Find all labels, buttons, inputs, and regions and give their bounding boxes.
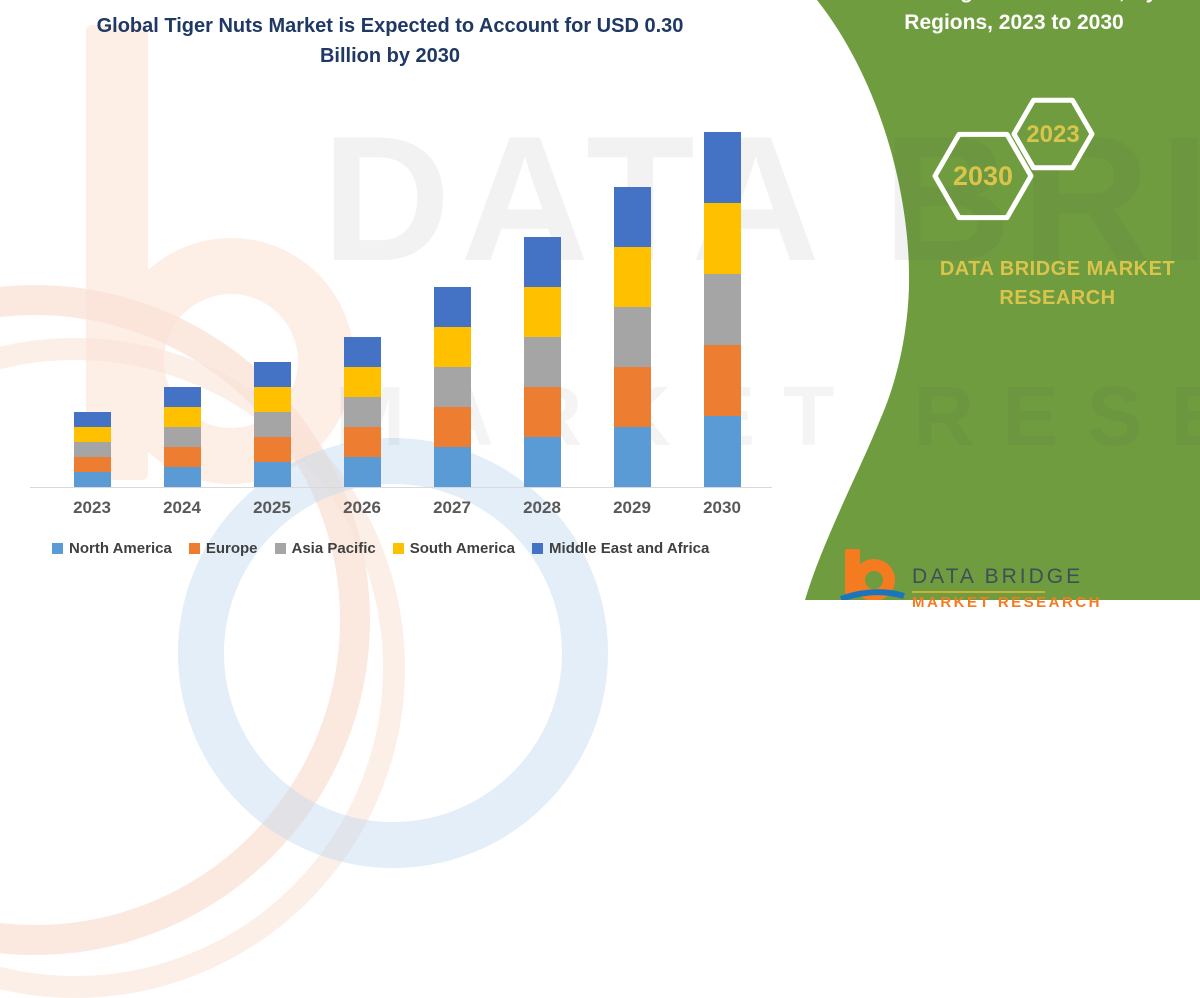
bar-segment-2023-europe [73,457,111,472]
x-axis-label-2025: 2025 [253,498,291,517]
bar-segment-2030-asia-pacific [703,274,741,345]
bar-2028 [523,237,561,487]
x-axis-label-2024: 2024 [163,498,201,517]
legend-swatch-icon [52,543,63,554]
brand-text-line1: DATA BRIDGE MARKET [939,258,1176,280]
bar-segment-2024-north-america [163,467,201,487]
bar-segment-2028-north-america [523,437,561,487]
legend-item-asia-pacific: Asia Pacific [274,540,376,557]
bar-segment-2026-south-america [343,367,381,397]
x-axis-label-2023: 2023 [73,498,111,517]
legend-swatch-icon [392,543,404,554]
bar-segment-2029-south-america [613,247,651,307]
hexagon-group: 2030 2023 [932,97,1095,221]
bar-2023 [73,412,111,487]
bar-segment-2027-middle-east-and-africa [433,287,471,327]
legend-swatch-icon [188,543,200,554]
legend-label: South America [409,540,516,557]
x-axis-line [30,487,772,488]
legend-item-middle-east-and-africa: Middle East and Africa [532,540,709,557]
bar-segment-2028-south-america [523,287,561,337]
watermark-text-line2: MARKET RESEARCH [335,369,1200,463]
bar-segment-2030-south-america [703,203,741,274]
footer-logo-icon [839,549,905,600]
chart-legend: North America Europe Asia Pacific South Ame… [52,540,762,557]
hexagon-2023-icon [1011,97,1095,171]
bar-segment-2026-middle-east-and-africa [343,337,381,367]
bar-segment-2029-asia-pacific [613,307,651,367]
footer-wordmark: DATA BRIDGE [912,565,1084,588]
bar-segment-2025-south-america [253,387,291,412]
bar-segment-2030-middle-east-and-africa [703,132,741,203]
bar-2030 [703,132,741,487]
legend-label: Middle East and Africa [549,540,710,557]
bar-2026 [343,337,381,487]
legend-swatch-icon [532,543,544,554]
footer-subtext-clipped: MARKET RESEARCH [912,594,1103,611]
bar-segment-2025-europe [253,437,291,462]
panel-heading-line2: Regions, 2023 to 2030 [904,11,1124,34]
brand-text-line2: RESEARCH [999,287,1116,309]
bar-segment-2024-europe [163,447,201,467]
bar-segment-2026-europe [343,427,381,457]
legend-label: North America [69,540,172,557]
bar-segment-2026-north-america [343,457,381,487]
legend-item-south-america: South America [392,540,516,557]
bar-2024 [163,387,201,487]
x-axis-label-2028: 2028 [523,498,561,517]
bar-segment-2023-north-america [73,472,111,487]
logo-swoosh-icon [839,589,905,600]
bar-segment-2030-europe [703,345,741,416]
bar-segment-2027-europe [433,407,471,447]
legend-swatch-icon [274,543,286,554]
x-axis-label-2029: 2029 [613,498,651,517]
x-axis-label-2026: 2026 [343,498,381,517]
bar-segment-2026-asia-pacific [343,397,381,427]
x-axis-label-2027: 2027 [433,498,471,517]
panel-heading: Global Tiger Nuts Market, By Regions, 20… [828,0,1200,38]
bar-segment-2030-north-america [703,416,741,487]
bar-segment-2025-asia-pacific [253,412,291,437]
bar-2025 [253,362,291,487]
bar-2027 [433,287,471,487]
bar-segment-2028-middle-east-and-africa [523,237,561,287]
legend-item-europe: Europe [188,540,258,557]
chart-title-line1: Global Tiger Nuts Market is Expected to … [96,15,684,37]
bar-segment-2023-south-america [73,427,111,442]
green-side-panel [805,0,1200,600]
bar-segment-2028-asia-pacific [523,337,561,387]
bar-segment-2027-south-america [433,327,471,367]
legend-label: Europe [205,540,258,557]
hexagon-2023-label: 2023 [1026,121,1079,148]
chart-title: Global Tiger Nuts Market is Expected to … [8,11,772,71]
bar-segment-2023-middle-east-and-africa [73,412,111,427]
bar-segment-2025-middle-east-and-africa [253,362,291,387]
brand-text: DATA BRIDGE MARKET RESEARCH [905,255,1200,313]
bar-segment-2024-middle-east-and-africa [163,387,201,407]
bar-segment-2025-north-america [253,462,291,487]
bar-segment-2024-asia-pacific [163,427,201,447]
footer-gold-rule [912,591,1045,593]
green-panel-shape [805,0,1200,600]
bar-segment-2028-europe [523,387,561,437]
legend-item-north-america: North America [52,540,172,557]
bar-segment-2027-north-america [433,447,471,487]
bar-segment-2029-middle-east-and-africa [613,187,651,247]
bar-2029 [613,187,651,487]
bar-segment-2029-north-america [613,427,651,487]
x-axis-label-2030: 2030 [703,498,741,517]
legend-label: Asia Pacific [291,540,376,557]
bar-segment-2023-asia-pacific [73,442,111,457]
bar-segment-2024-south-america [163,407,201,427]
hexagon-2030-icon [932,131,1034,221]
bar-segment-2027-asia-pacific [433,367,471,407]
panel-heading-line1-clipped: Global Tiger Nuts Market, By [828,0,1200,7]
chart-title-line2: Billion by 2030 [319,45,461,67]
bar-segment-2029-europe [613,367,651,427]
hexagon-2030-label: 2030 [953,161,1013,191]
